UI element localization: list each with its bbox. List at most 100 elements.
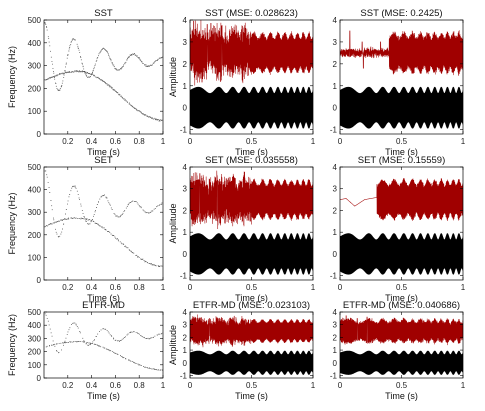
original-signal — [340, 86, 463, 129]
x-tick-label: 1 — [461, 381, 466, 390]
y-tick-label: 200 — [28, 84, 42, 93]
x-tick-label: 1 — [161, 381, 166, 390]
y-tick-label: 0 — [183, 359, 188, 368]
x-tick-label: 0 — [188, 283, 193, 292]
y-tick-label: 400 — [28, 186, 42, 195]
y-axis-label: Frequency (Hz) — [7, 192, 17, 254]
x-tick-label: 1 — [461, 283, 466, 292]
axes-frame — [43, 311, 164, 379]
x-tick-label: 1 — [311, 381, 316, 390]
plot-area — [44, 313, 163, 371]
x-axis-label: Time (s) — [87, 147, 120, 157]
y-tick-label: 4 — [183, 163, 188, 172]
plot-area — [190, 170, 313, 275]
y-tick-label: 1 — [333, 228, 338, 237]
x-tick-label: 0.6 — [110, 283, 122, 292]
original-signal — [190, 233, 313, 275]
axes-frame — [43, 166, 164, 281]
original-signal — [340, 233, 463, 275]
tf-ridge-1 — [44, 313, 163, 354]
chart-title: SET (MSE: 0.15559) — [358, 155, 445, 166]
y-tick-label: 500 — [28, 16, 42, 25]
y-tick-label: -1 — [180, 371, 188, 380]
x-tick-label: 0.8 — [134, 283, 146, 292]
tf-ridge-2 — [45, 340, 163, 371]
y-tick-label: 1 — [333, 82, 338, 91]
plot-area — [190, 20, 313, 129]
x-tick-label: 1 — [311, 137, 316, 146]
y-tick-label: -1 — [330, 126, 338, 135]
y-tick-label: 300 — [28, 334, 42, 343]
reconstruction-signal — [190, 314, 313, 348]
y-tick-label: 4 — [333, 16, 338, 25]
x-tick-label: 0.6 — [110, 381, 122, 390]
y-axis-label: Frequency (Hz) — [7, 46, 17, 108]
y-tick-label: -1 — [330, 272, 338, 281]
x-tick-label: 0.5 — [246, 283, 258, 292]
x-tick-label: 1 — [311, 283, 316, 292]
y-tick-label: 2 — [183, 206, 188, 215]
x-tick-label: 0 — [188, 137, 193, 146]
y-tick-label: 300 — [28, 62, 42, 71]
plot-area — [340, 30, 463, 129]
x-tick-label: 0 — [338, 381, 343, 390]
plot-area — [44, 170, 163, 267]
y-tick-label: 2 — [333, 206, 338, 215]
axes-frame — [43, 19, 164, 135]
y-tick-label: 4 — [333, 308, 338, 317]
x-tick-label: 0.6 — [110, 137, 122, 146]
y-tick-label: 3 — [333, 38, 338, 47]
y-tick-label: 4 — [183, 308, 188, 317]
tf-ridge-1 — [44, 170, 163, 238]
x-tick-label: 0.4 — [86, 381, 98, 390]
plot-area — [340, 315, 463, 375]
y-axis-label: Frequency (Hz) — [7, 314, 17, 376]
x-tick-label: 0.4 — [86, 283, 98, 292]
y-tick-label: -1 — [180, 126, 188, 135]
x-tick-label: 1 — [161, 283, 166, 292]
x-tick-label: 0.5 — [396, 381, 408, 390]
y-tick-label: 0 — [333, 104, 338, 113]
y-tick-label: 3 — [183, 321, 188, 330]
chart-title: SST — [94, 8, 113, 19]
y-tick-label: 3 — [333, 185, 338, 194]
y-tick-label: 100 — [28, 107, 42, 116]
chart-title: SET — [94, 155, 113, 166]
y-tick-label: 500 — [28, 308, 42, 317]
x-tick-label: 0 — [338, 137, 343, 146]
x-axis-label: Time (s) — [385, 391, 418, 401]
x-tick-label: 0.2 — [62, 283, 74, 292]
x-axis-label: Time (s) — [87, 391, 120, 401]
y-tick-label: 400 — [28, 39, 42, 48]
y-axis-label: Amplitude — [168, 203, 178, 243]
reconstruction-signal — [340, 178, 463, 221]
y-tick-label: 0 — [37, 130, 42, 139]
chart-title: ETFR-MD (MSE: 0.023103) — [193, 300, 310, 311]
y-tick-label: -1 — [180, 272, 188, 281]
panel-sst-tf: 0.2 0.4 0.6 0.8 1 0 100 200 300 400 500 SST Time (s)… — [7, 8, 166, 157]
chart-title: ETFR-MD (MSE: 0.040686) — [343, 300, 460, 311]
plot-area — [190, 314, 313, 375]
y-tick-label: 4 — [333, 163, 338, 172]
tf-ridge-2 — [44, 70, 163, 122]
x-tick-label: 0.5 — [246, 137, 258, 146]
x-tick-label: 0.5 — [246, 381, 258, 390]
y-tick-label: 2 — [183, 60, 188, 69]
x-axis-label: Time (s) — [235, 147, 268, 157]
y-tick-label: 200 — [28, 231, 42, 240]
tf-ridge-2 — [44, 217, 163, 267]
chart-title: SST (MSE: 0.2425) — [360, 8, 442, 19]
y-tick-label: 400 — [28, 321, 42, 330]
x-tick-label: 1 — [461, 137, 466, 146]
chart-title: SST (MSE: 0.028623) — [205, 8, 298, 19]
y-tick-label: 0 — [37, 276, 42, 285]
x-axis-label: Time (s) — [385, 293, 418, 303]
reconstruction-signal — [190, 20, 313, 86]
y-tick-label: 1 — [183, 82, 188, 91]
